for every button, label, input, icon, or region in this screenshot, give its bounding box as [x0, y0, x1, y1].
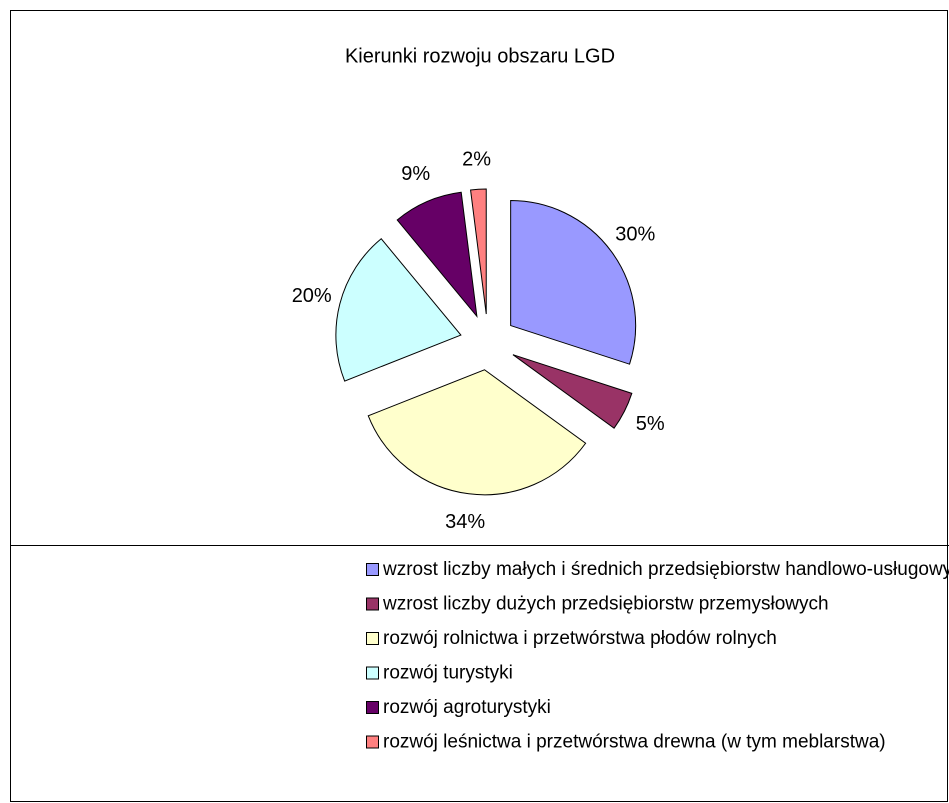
data-label: 2%: [462, 149, 491, 171]
pie-slice: [470, 188, 487, 315]
legend-text: rozwój leśnictwa i przetwórstwa drewna (…: [383, 732, 886, 753]
pie-slice: [512, 354, 633, 429]
legend-swatch: [366, 701, 379, 714]
pie-slice: [367, 369, 587, 496]
legend-text: wzrost liczby dużych przedsiębiorstw prz…: [382, 594, 829, 615]
data-label: 20%: [292, 285, 332, 307]
legend-text: rozwój rolnictwa i przetwórstwa płodów r…: [383, 628, 777, 649]
data-label: 34%: [445, 511, 485, 533]
data-label: 30%: [615, 223, 655, 245]
legend-text: rozwój agroturystyki: [383, 697, 551, 718]
pie-slice: [510, 200, 637, 365]
legend-text: wzrost liczby małych i średnich przedsię…: [382, 559, 949, 580]
pie-slice: [335, 238, 462, 382]
pie-slice: [396, 191, 478, 318]
legend-swatch: [366, 563, 379, 576]
data-label: 5%: [636, 413, 665, 435]
legend-swatch: [366, 666, 379, 680]
legend-swatch: [366, 735, 379, 749]
legend-text: rozwój turystyki: [383, 663, 513, 684]
data-label: 9%: [401, 163, 430, 185]
legend-swatch: [366, 632, 379, 645]
legend-swatch: [366, 597, 379, 611]
chart-title: Kierunki rozwoju obszaru LGD: [345, 45, 615, 67]
